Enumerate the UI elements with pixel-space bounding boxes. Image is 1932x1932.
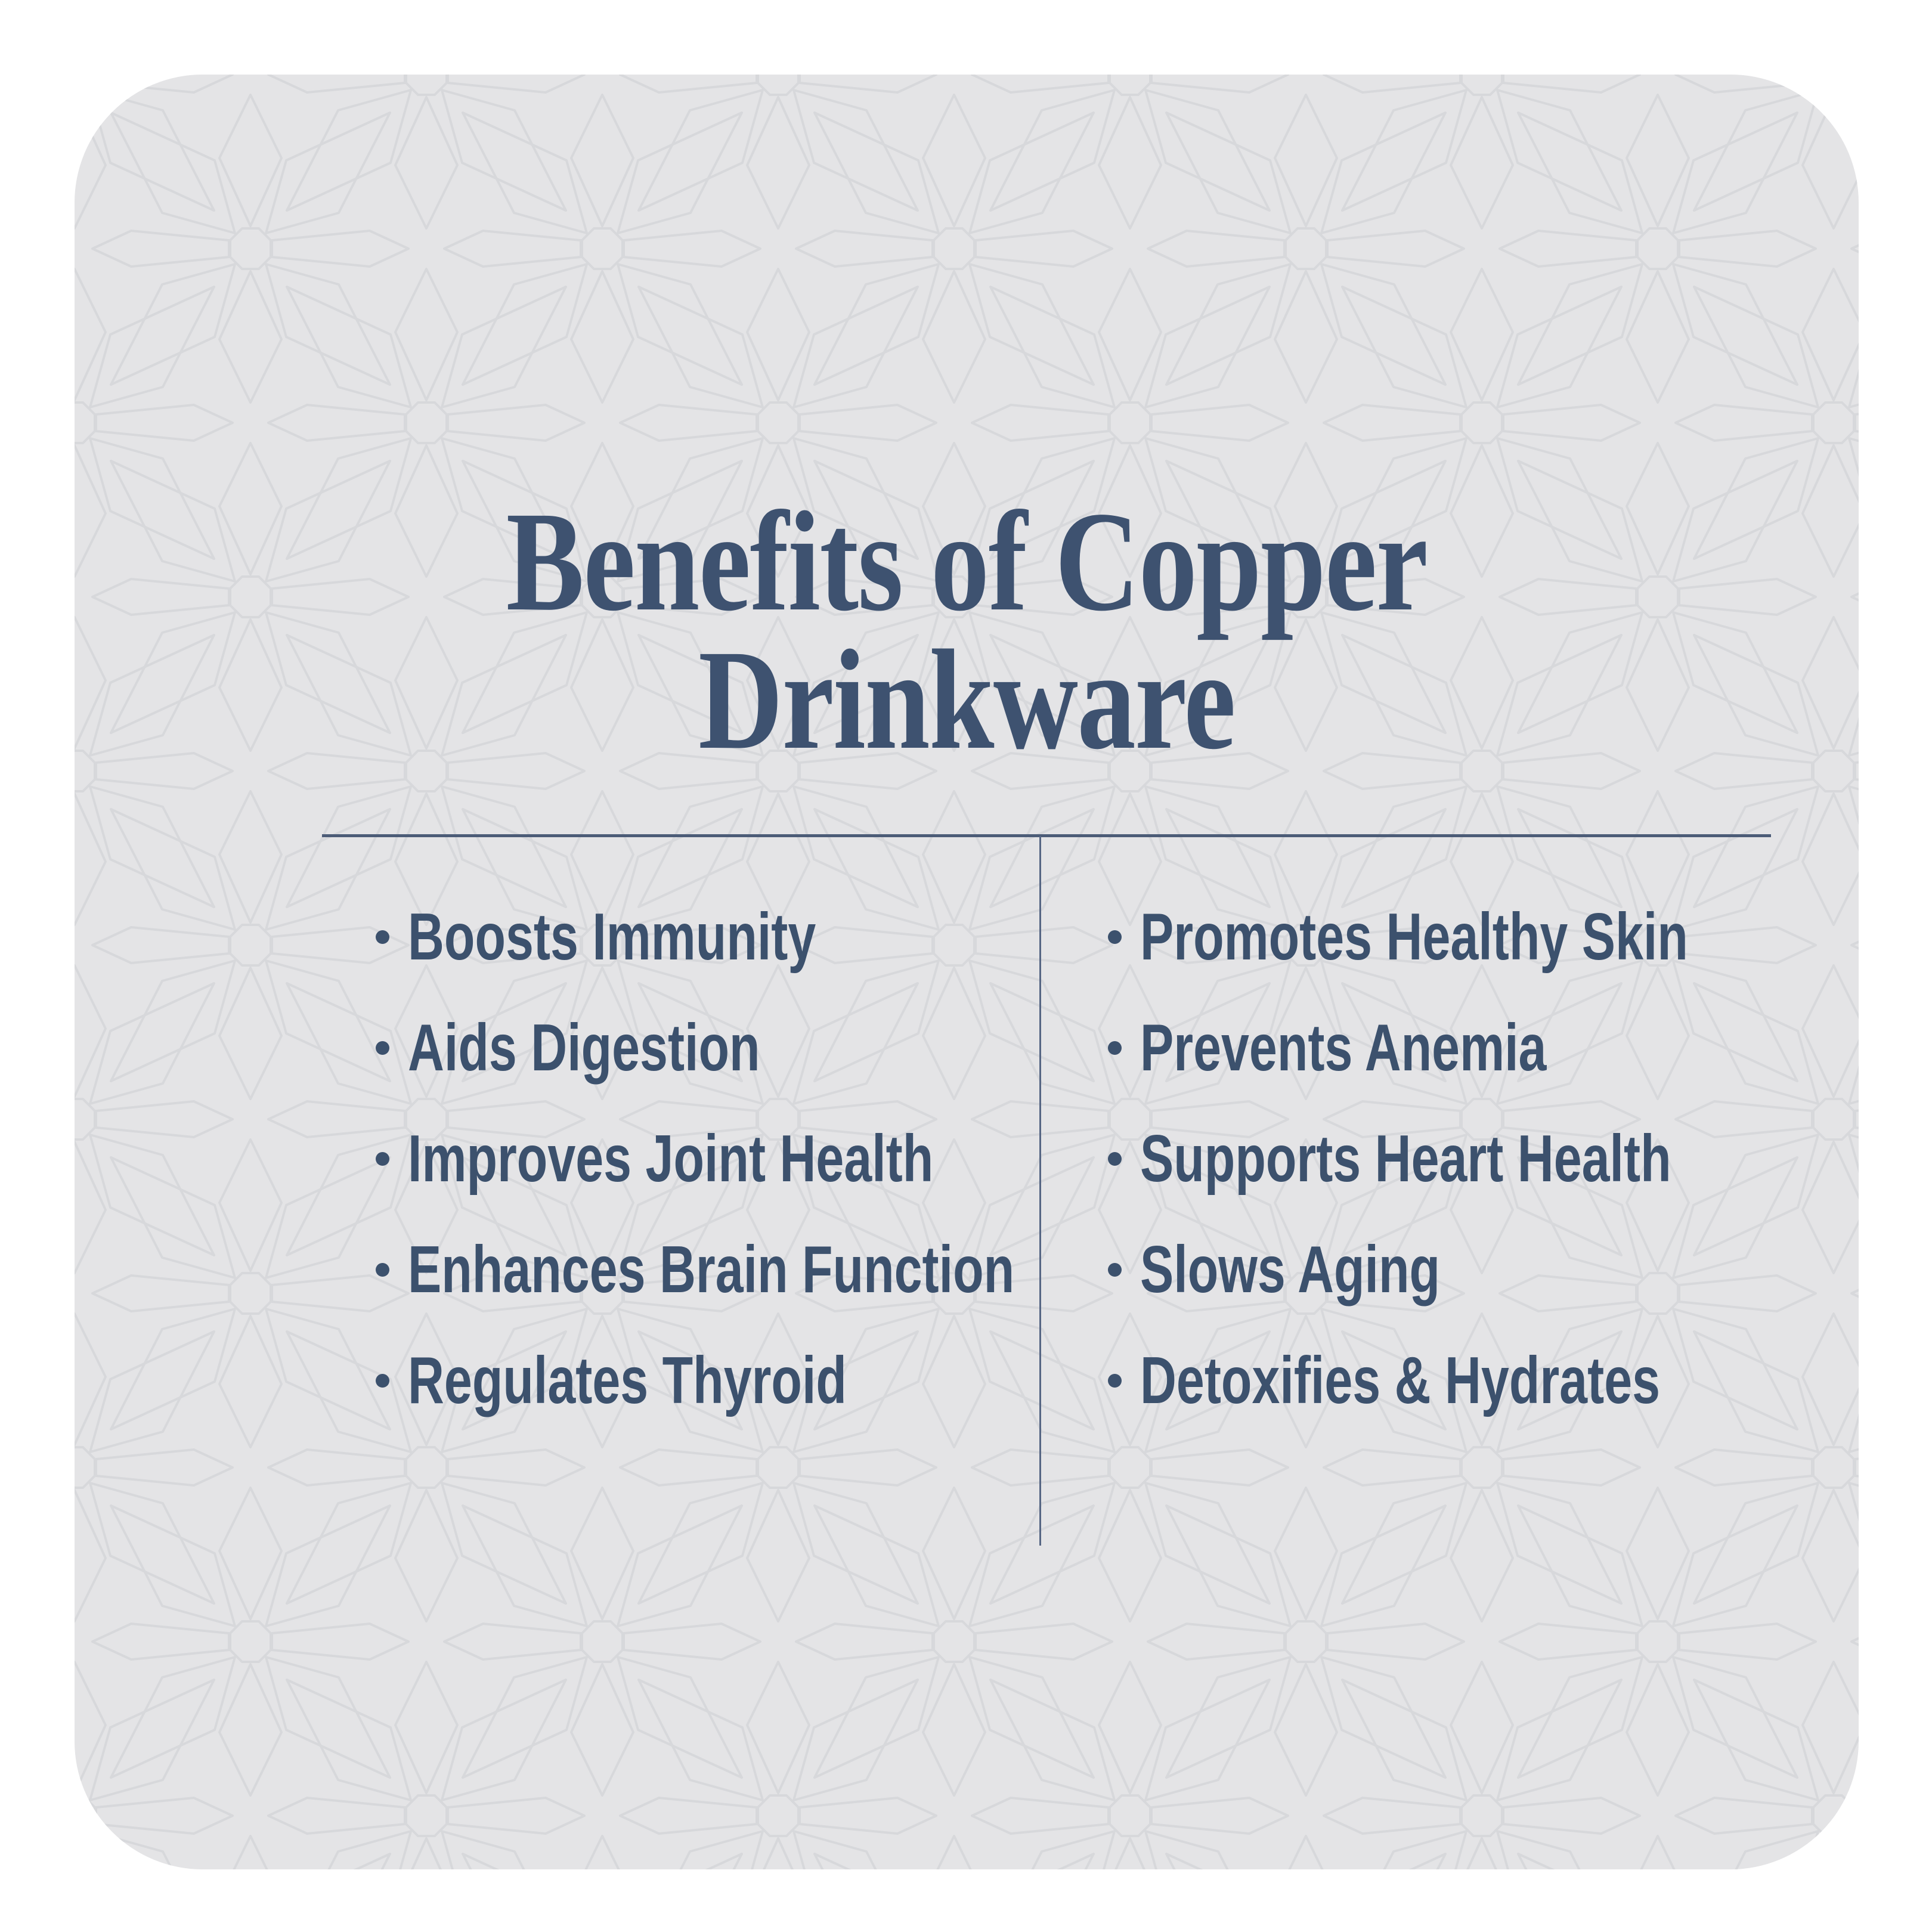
- list-item-label: Prevents Anemia: [1140, 1010, 1547, 1085]
- benefits-list-right: Promotes Healthy Skin Prevents Anemia Su…: [1108, 903, 1859, 1458]
- list-item-label: Aids Digestion: [408, 1010, 760, 1085]
- infographic-card: Benefits of Copper Drinkware Boosts Immu…: [75, 75, 1859, 1869]
- bullet-dot-icon: [1108, 1373, 1122, 1388]
- benefits-list-left: Boosts Immunity Aids Digestion Improves …: [376, 903, 1206, 1458]
- title-line-2: Drinkware: [698, 620, 1236, 779]
- list-item-label: Regulates Thyroid: [408, 1343, 847, 1417]
- geometric-flower-pattern: [75, 75, 1859, 1869]
- bullet-dot-icon: [1108, 1151, 1122, 1166]
- list-item: Slows Aging: [1108, 1236, 1859, 1303]
- bullet-dot-icon: [1108, 1041, 1122, 1055]
- bullet-dot-icon: [1108, 930, 1122, 944]
- page-title: Benefits of Copper Drinkware: [75, 482, 1859, 779]
- bullet-dot-icon: [376, 930, 389, 944]
- bullet-dot-icon: [376, 1151, 389, 1166]
- list-item-label: Detoxifies & Hydrates: [1140, 1343, 1661, 1417]
- list-item-label: Enhances Brain Function: [408, 1232, 1015, 1306]
- list-item-label: Boosts Immunity: [408, 899, 816, 974]
- list-item: Boosts Immunity: [376, 903, 1206, 970]
- list-item-label: Slows Aging: [1140, 1232, 1441, 1306]
- title-line-1: Benefits of Copper: [506, 482, 1428, 640]
- vertical-divider: [1039, 836, 1041, 1546]
- bullet-dot-icon: [376, 1262, 389, 1277]
- bullet-dot-icon: [376, 1041, 389, 1055]
- list-item: Promotes Healthy Skin: [1108, 903, 1859, 970]
- list-item: Enhances Brain Function: [376, 1236, 1206, 1303]
- list-item: Supports Heart Health: [1108, 1125, 1859, 1192]
- list-item: Aids Digestion: [376, 1014, 1206, 1081]
- list-item: Prevents Anemia: [1108, 1014, 1859, 1081]
- list-item-label: Promotes Healthy Skin: [1140, 899, 1688, 974]
- bullet-dot-icon: [376, 1373, 389, 1388]
- list-item-label: Supports Heart Health: [1140, 1121, 1671, 1196]
- list-item: Detoxifies & Hydrates: [1108, 1347, 1859, 1414]
- list-item: Improves Joint Health: [376, 1125, 1206, 1192]
- list-item: Regulates Thyroid: [376, 1347, 1206, 1414]
- bullet-dot-icon: [1108, 1262, 1122, 1277]
- list-item-label: Improves Joint Health: [408, 1121, 934, 1196]
- horizontal-divider: [322, 834, 1771, 837]
